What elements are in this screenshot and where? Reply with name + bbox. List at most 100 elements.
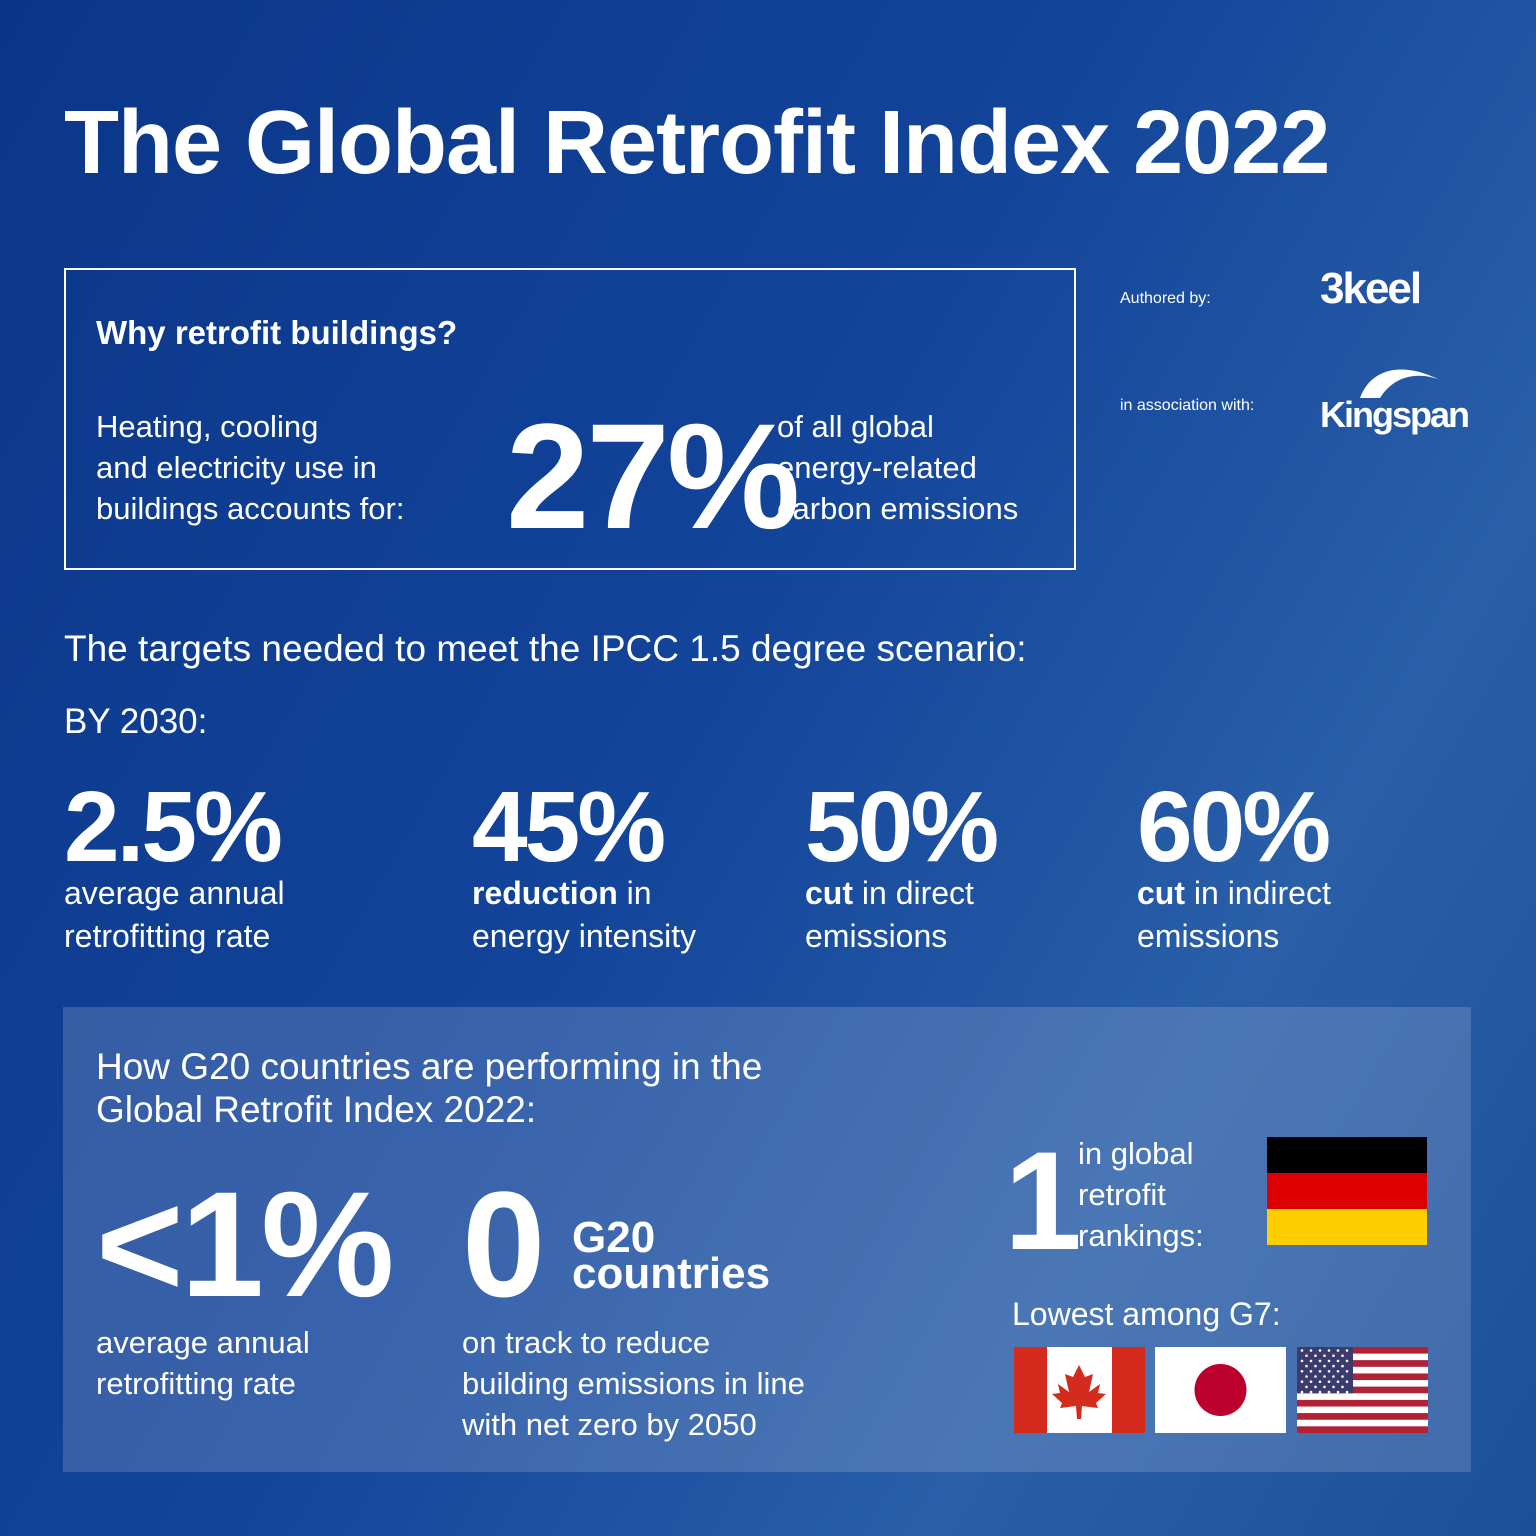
line: buildings accounts for:: [96, 491, 405, 526]
flag-star: [1300, 1390, 1304, 1394]
author-logo: 3keel: [1320, 264, 1422, 313]
authored-label: Authored by:: [1120, 290, 1211, 307]
line: with net zero by 2050: [462, 1407, 757, 1442]
flag-star: [1327, 1390, 1331, 1394]
why-lead: Heating, cooling and electricity use in …: [96, 406, 404, 529]
bold-text: cut: [805, 875, 853, 911]
text: in: [626, 875, 652, 911]
flag-star: [1323, 1375, 1326, 1378]
line: Global Retrofit Index 2022:: [96, 1089, 537, 1130]
flag-star: [1314, 1364, 1317, 1368]
rank-stat: 1: [1004, 1122, 1082, 1279]
target-stat: 60%: [1137, 771, 1331, 883]
flag-stripe: [1297, 1347, 1428, 1354]
flag-star: [1318, 1359, 1322, 1363]
flag-star: [1345, 1390, 1349, 1394]
flag-stripe: [1297, 1386, 1428, 1394]
target-stat: 45%: [472, 771, 666, 883]
target-stat: 50%: [805, 771, 999, 883]
g20-stat: <1%: [96, 1160, 394, 1328]
text: energy intensity: [472, 918, 697, 954]
flag-star: [1318, 1370, 1322, 1373]
line: of all global: [777, 409, 934, 444]
line: energy-related: [777, 450, 977, 485]
flag-star: [1323, 1385, 1326, 1389]
text: in direct: [861, 875, 974, 911]
flag-star: [1341, 1375, 1344, 1378]
line: building emissions in line: [462, 1366, 805, 1401]
flag-band: [1014, 1347, 1047, 1433]
flag-star: [1305, 1385, 1308, 1389]
why-tail: of all global energy-related carbon emis…: [777, 406, 1018, 529]
flag-star: [1318, 1380, 1322, 1383]
flag-star: [1314, 1385, 1317, 1389]
target-text: reduction in energy intensity: [472, 872, 696, 958]
flag-star: [1345, 1349, 1349, 1352]
flag-star: [1300, 1349, 1304, 1352]
flag-stripe: [1297, 1393, 1428, 1400]
flag-star: [1332, 1375, 1335, 1378]
bold-text: cut: [1137, 875, 1185, 911]
flag-star: [1300, 1380, 1304, 1383]
line: and electricity use in: [96, 450, 377, 485]
line: in global: [1078, 1136, 1194, 1171]
line: average annual: [96, 1325, 310, 1360]
flag-star: [1314, 1375, 1317, 1378]
line: retrofitting rate: [64, 915, 285, 958]
flag-star: [1336, 1390, 1340, 1394]
flag-star: [1305, 1375, 1308, 1378]
target-stat: 2.5%: [64, 771, 283, 883]
flag-star: [1300, 1359, 1304, 1363]
flag-star: [1332, 1354, 1335, 1357]
g20-unit: G20 countries: [572, 1216, 771, 1298]
flag-stripe: [1297, 1366, 1428, 1374]
targets-period: BY 2030:: [64, 702, 208, 741]
flag-stripe: [1267, 1173, 1427, 1209]
flag-star: [1345, 1370, 1349, 1373]
flag-star: [1341, 1385, 1344, 1389]
text: retrofitting rate: [64, 918, 271, 954]
flag-star: [1323, 1364, 1326, 1368]
partner-logo: Kingspan: [1320, 394, 1470, 435]
g20-text: average annual retrofitting rate: [96, 1322, 310, 1404]
why-heading: Why retrofit buildings?: [96, 314, 458, 351]
flag-stripe: [1297, 1360, 1428, 1367]
flag-star: [1336, 1370, 1340, 1373]
flag-stripe: [1297, 1353, 1428, 1361]
why-stat: 27%: [506, 392, 800, 560]
g20-text: on track to reduce building emissions in…: [462, 1322, 805, 1445]
line: retrofit: [1078, 1177, 1166, 1212]
partner-emblem: [1360, 369, 1440, 398]
g20-stat: 0: [462, 1160, 545, 1328]
why-box: [64, 268, 1076, 570]
flag-star: [1323, 1354, 1326, 1357]
flag-stripe: [1267, 1137, 1427, 1173]
flag-stripe: [1297, 1406, 1428, 1414]
flag-star: [1305, 1364, 1308, 1368]
flag-star: [1345, 1359, 1349, 1363]
flag-stripe: [1297, 1426, 1428, 1433]
flag-star: [1309, 1359, 1313, 1363]
target-text: average annual retrofitting rate: [64, 872, 285, 958]
flag-star: [1336, 1380, 1340, 1383]
flag-star: [1327, 1349, 1331, 1352]
targets-heading: The targets needed to meet the IPCC 1.5 …: [64, 628, 1027, 669]
maple-leaf: [1052, 1365, 1106, 1419]
flag-star: [1300, 1370, 1304, 1373]
target-text: cut in direct emissions: [805, 872, 974, 958]
flag-star: [1309, 1349, 1313, 1352]
line: Heating, cooling: [96, 409, 319, 444]
text: emissions: [1137, 918, 1280, 954]
flag-star: [1332, 1364, 1335, 1368]
title: The Global Retrofit Index 2022: [64, 93, 1330, 193]
bold-text: reduction: [472, 875, 618, 911]
emblem-shape: [1360, 369, 1440, 398]
line: countries: [572, 1249, 771, 1298]
line: on track to reduce: [462, 1325, 711, 1360]
flag-star: [1309, 1390, 1313, 1394]
line: retrofitting rate: [96, 1366, 296, 1401]
rank-text: in global retrofit rankings:: [1078, 1133, 1204, 1256]
text: emissions: [805, 918, 948, 954]
flag-usa: [1297, 1347, 1428, 1433]
flag-star: [1336, 1359, 1340, 1363]
